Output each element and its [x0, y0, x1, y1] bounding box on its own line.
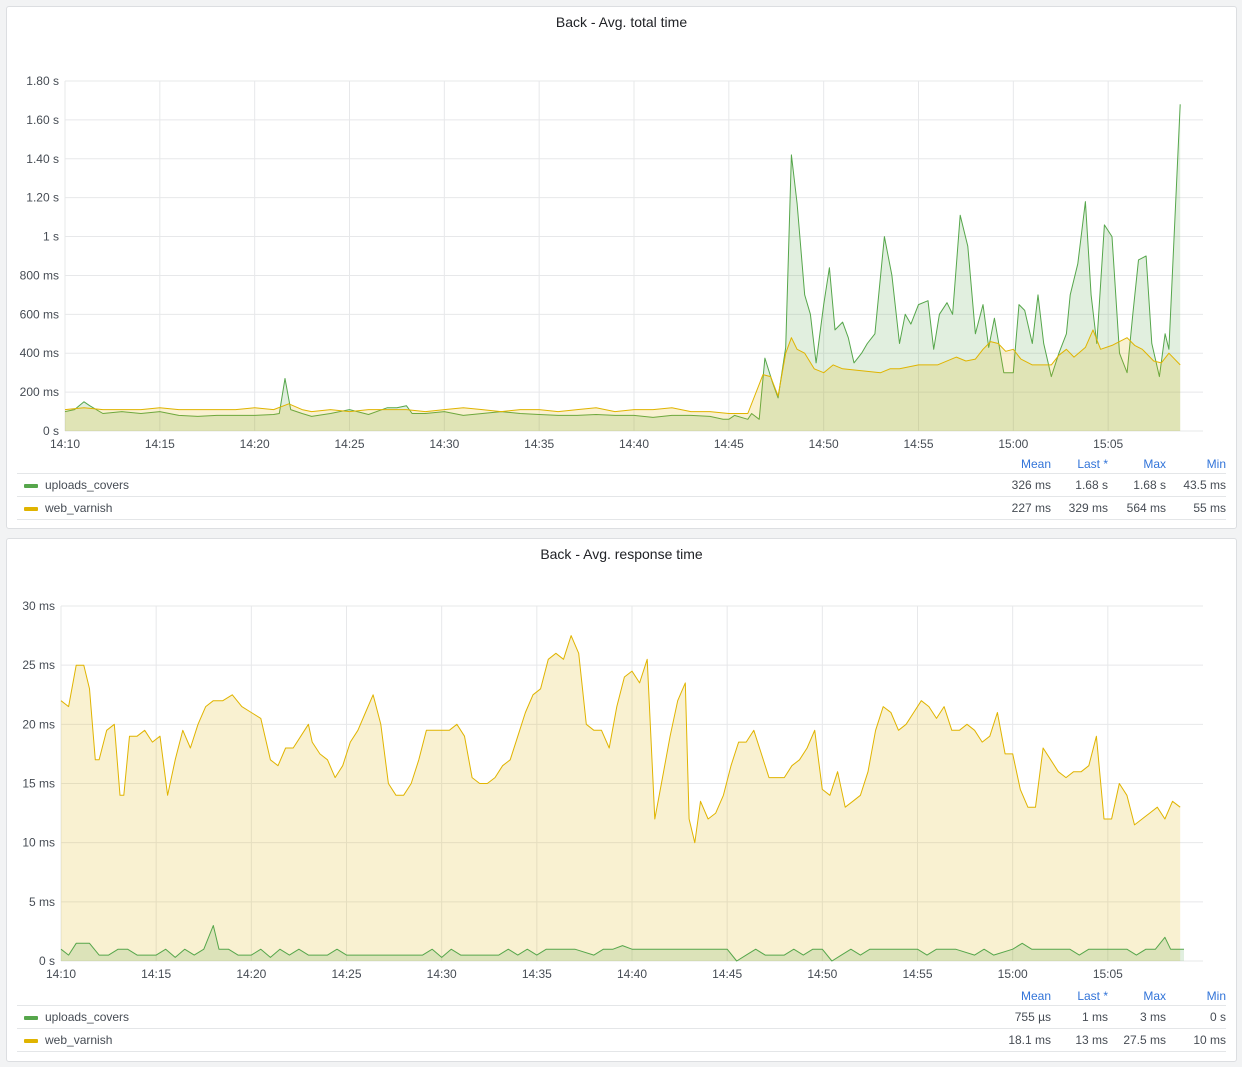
legend-last-value: 13 ms — [1075, 1033, 1108, 1047]
series-area-uploads-covers — [65, 104, 1181, 432]
legend-last-value: 1 ms — [1081, 1010, 1108, 1024]
series-color-swatch[interactable] — [24, 507, 38, 511]
x-tick-label: 14:45 — [712, 967, 742, 981]
series-line-web-varnish[interactable] — [60, 635, 1181, 844]
legend-mean-value: 18.1 ms — [1008, 1033, 1051, 1047]
series-color-swatch[interactable] — [24, 484, 38, 488]
y-tick-label: 800 ms — [20, 268, 59, 282]
series-line-uploads-covers[interactable] — [60, 925, 1184, 962]
series-area-web-varnish — [61, 635, 1181, 961]
response-time-panel: Back - Avg. response time 0 s 5 ms 10 ms 15… — [6, 538, 1237, 1062]
legend-max-value: 3 ms — [1139, 1010, 1166, 1024]
series-color-swatch[interactable] — [24, 1039, 38, 1043]
legend-max-value: 27.5 ms — [1123, 1033, 1166, 1047]
x-tick-label: 14:55 — [902, 967, 932, 981]
y-tick-label: 5 ms — [29, 895, 55, 909]
y-tick-label: 1.80 s — [26, 74, 59, 88]
legend-header-mean[interactable]: Mean — [1020, 457, 1051, 471]
legend-max-value: 1.68 s — [1133, 478, 1166, 492]
y-tick-label: 1.60 s — [26, 113, 59, 127]
legend-last-value: 1.68 s — [1075, 478, 1108, 492]
series-name[interactable]: uploads_covers — [45, 1010, 130, 1024]
legend-min-value: 0 s — [1209, 1010, 1226, 1024]
x-tick-label: 14:20 — [236, 967, 266, 981]
legend-last-value: 329 ms — [1068, 501, 1108, 515]
series-color-swatch[interactable] — [24, 1016, 38, 1020]
legend-mean-value: 227 ms — [1011, 501, 1051, 515]
legend-header-max[interactable]: Max — [1143, 457, 1166, 471]
y-tick-label: 20 ms — [22, 717, 55, 731]
legend-header: Mean Last * Max Min — [17, 455, 1226, 473]
legend-header-last[interactable]: Last * — [1077, 457, 1108, 471]
response-time-chart[interactable]: 0 s 5 ms 10 ms 15 ms 20 ms 25 ms 30 ms 14:10 14:… — [7, 539, 1238, 989]
legend-header-max[interactable]: Max — [1143, 989, 1166, 1003]
legend-header-min[interactable]: Min — [1206, 457, 1226, 471]
x-tick-label: 14:45 — [714, 437, 744, 451]
y-tick-label: 200 ms — [20, 385, 59, 399]
x-tick-label: 14:25 — [334, 437, 364, 451]
legend-min-value: 10 ms — [1193, 1033, 1226, 1047]
legend-row-web-varnish[interactable]: web_varnish 18.1 ms 13 ms 27.5 ms 10 ms — [17, 1028, 1226, 1052]
x-tick-label: 15:00 — [998, 967, 1028, 981]
x-tick-label: 14:15 — [145, 437, 175, 451]
legend: Mean Last * Max Min uploads_covers 326 m… — [17, 455, 1226, 520]
x-tick-label: 15:00 — [998, 437, 1028, 451]
legend: Mean Last * Max Min uploads_covers 755 µ… — [17, 987, 1226, 1052]
x-tick-label: 14:20 — [240, 437, 270, 451]
legend-min-value: 43.5 ms — [1183, 478, 1226, 492]
y-tick-label: 30 ms — [22, 599, 55, 613]
series-name[interactable]: web_varnish — [45, 1033, 113, 1047]
total-time-panel: Back - Avg. total time 0 s 200 ms 400 ms 60… — [6, 6, 1237, 529]
x-tick-label: 14:50 — [809, 437, 839, 451]
x-tick-label: 14:15 — [141, 967, 171, 981]
series-area-web-varnish — [65, 329, 1181, 431]
series-name[interactable]: uploads_covers — [45, 478, 130, 492]
x-tick-label: 14:25 — [331, 967, 361, 981]
legend-header-mean[interactable]: Mean — [1020, 989, 1051, 1003]
x-tick-label: 15:05 — [1093, 967, 1123, 981]
x-tick-label: 14:30 — [429, 437, 459, 451]
y-tick-label: 15 ms — [22, 777, 55, 791]
series-name[interactable]: web_varnish — [45, 501, 113, 515]
y-tick-label: 1.40 s — [26, 152, 59, 166]
x-tick-label: 14:10 — [46, 967, 76, 981]
y-tick-label: 25 ms — [22, 658, 55, 672]
x-tick-label: 14:40 — [617, 967, 647, 981]
legend-min-value: 55 ms — [1193, 501, 1226, 515]
series-area-uploads-covers — [61, 925, 1184, 961]
y-tick-label: 600 ms — [20, 307, 59, 321]
y-tick-label: 1.20 s — [26, 191, 59, 205]
legend-header-min[interactable]: Min — [1206, 989, 1226, 1003]
x-tick-label: 14:40 — [619, 437, 649, 451]
x-tick-label: 14:30 — [427, 967, 457, 981]
x-tick-label: 14:55 — [903, 437, 933, 451]
y-tick-label: 0 s — [39, 954, 55, 968]
x-tick-label: 14:10 — [50, 437, 80, 451]
x-tick-label: 14:35 — [524, 437, 554, 451]
legend-header: Mean Last * Max Min — [17, 987, 1226, 1005]
total-time-chart[interactable]: 0 s 200 ms 400 ms 600 ms 800 ms 1 s 1.20 s 1.40… — [7, 7, 1238, 457]
legend-row-uploads-covers[interactable]: uploads_covers 755 µs 1 ms 3 ms 0 s — [17, 1005, 1226, 1028]
x-tick-label: 14:50 — [807, 967, 837, 981]
panel-title[interactable]: Back - Avg. response time — [540, 546, 703, 562]
y-tick-label: 400 ms — [20, 346, 59, 360]
legend-header-last[interactable]: Last * — [1077, 989, 1108, 1003]
legend-mean-value: 755 µs — [1014, 1010, 1051, 1024]
panel-title[interactable]: Back - Avg. total time — [555, 14, 688, 30]
y-tick-label: 1 s — [43, 230, 59, 244]
series-line-web-varnish[interactable] — [64, 329, 1181, 414]
legend-row-uploads-covers[interactable]: uploads_covers 326 ms 1.68 s 1.68 s 43.5… — [17, 473, 1226, 496]
legend-row-web-varnish[interactable]: web_varnish 227 ms 329 ms 564 ms 55 ms — [17, 496, 1226, 520]
x-tick-label: 14:35 — [522, 967, 552, 981]
y-tick-label: 10 ms — [22, 836, 55, 850]
legend-mean-value: 326 ms — [1011, 478, 1051, 492]
y-tick-label: 0 s — [43, 424, 59, 438]
x-tick-label: 15:05 — [1093, 437, 1123, 451]
legend-max-value: 564 ms — [1126, 501, 1166, 515]
